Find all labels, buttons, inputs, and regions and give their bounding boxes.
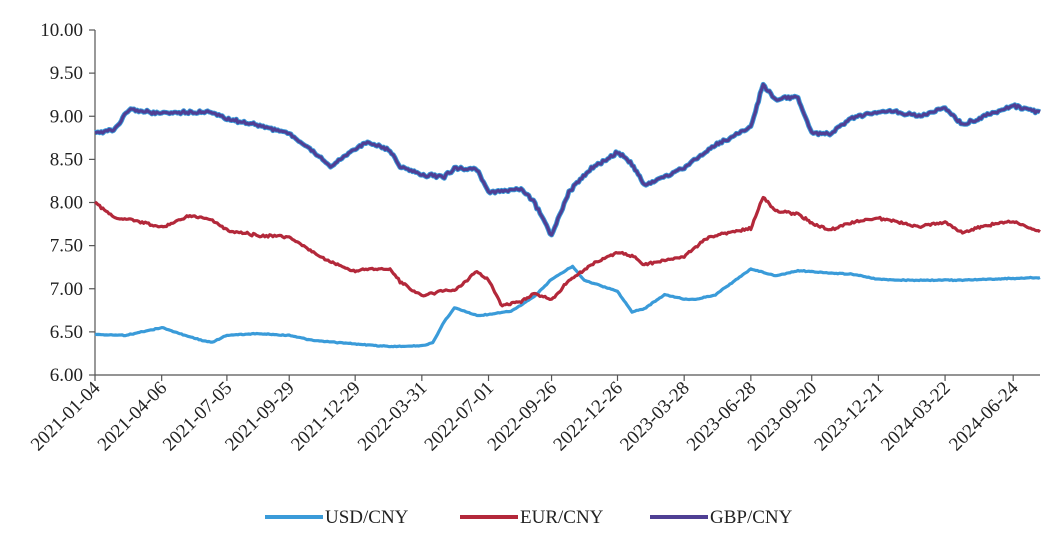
legend: USD/CNY EUR/CNY GBP/CNY xyxy=(265,507,793,528)
x-tick-label: 2021-01-04 xyxy=(27,377,105,455)
x-tick-label: 2022-12-26 xyxy=(550,378,628,456)
x-tick-label: 2022-03-31 xyxy=(354,378,432,456)
y-tick-label: 7.50 xyxy=(50,236,83,257)
series-line-eur-cny xyxy=(94,195,1041,308)
x-tick-label: 2023-03-28 xyxy=(616,378,694,456)
series-line-gbp-cny xyxy=(94,82,1041,237)
y-tick-label: 8.00 xyxy=(50,193,83,214)
legend-label: EUR/CNY xyxy=(520,507,604,528)
series-lines xyxy=(94,81,1042,349)
legend-label: USD/CNY xyxy=(325,507,409,528)
x-tick-label: 2024-03-22 xyxy=(877,378,955,456)
y-tick-label: 10.00 xyxy=(40,20,83,41)
x-tick-label: 2021-04-06 xyxy=(94,378,172,456)
x-tick-label: 2023-12-21 xyxy=(810,378,888,456)
y-tick-label: 9.00 xyxy=(50,106,83,127)
x-axis-ticks: 2021-01-042021-04-062021-07-052021-09-29… xyxy=(27,375,1023,455)
y-tick-label: 7.00 xyxy=(50,279,83,300)
y-axis-ticks: 6.00 6.50 7.00 7.50 8.00 8.50 9.00 9.50 10.00 xyxy=(40,20,95,386)
y-tick-label: 8.50 xyxy=(50,149,83,170)
y-tick-label: 6.50 xyxy=(50,322,83,343)
y-tick-label: 6.00 xyxy=(50,365,83,386)
plot-area: 6.00 6.50 7.00 7.50 8.00 8.50 9.00 9.50 10.00 20… xyxy=(27,20,1042,455)
series-line-usd-cny xyxy=(94,264,1041,349)
y-tick-label: 9.50 xyxy=(50,63,83,84)
x-tick-label: 2024-06-24 xyxy=(945,377,1023,455)
x-tick-label: 2022-09-26 xyxy=(484,378,562,456)
legend-label: GBP/CNY xyxy=(710,507,793,528)
series-line-outline xyxy=(94,81,1042,238)
x-tick-label: 2021-12-29 xyxy=(287,378,365,456)
